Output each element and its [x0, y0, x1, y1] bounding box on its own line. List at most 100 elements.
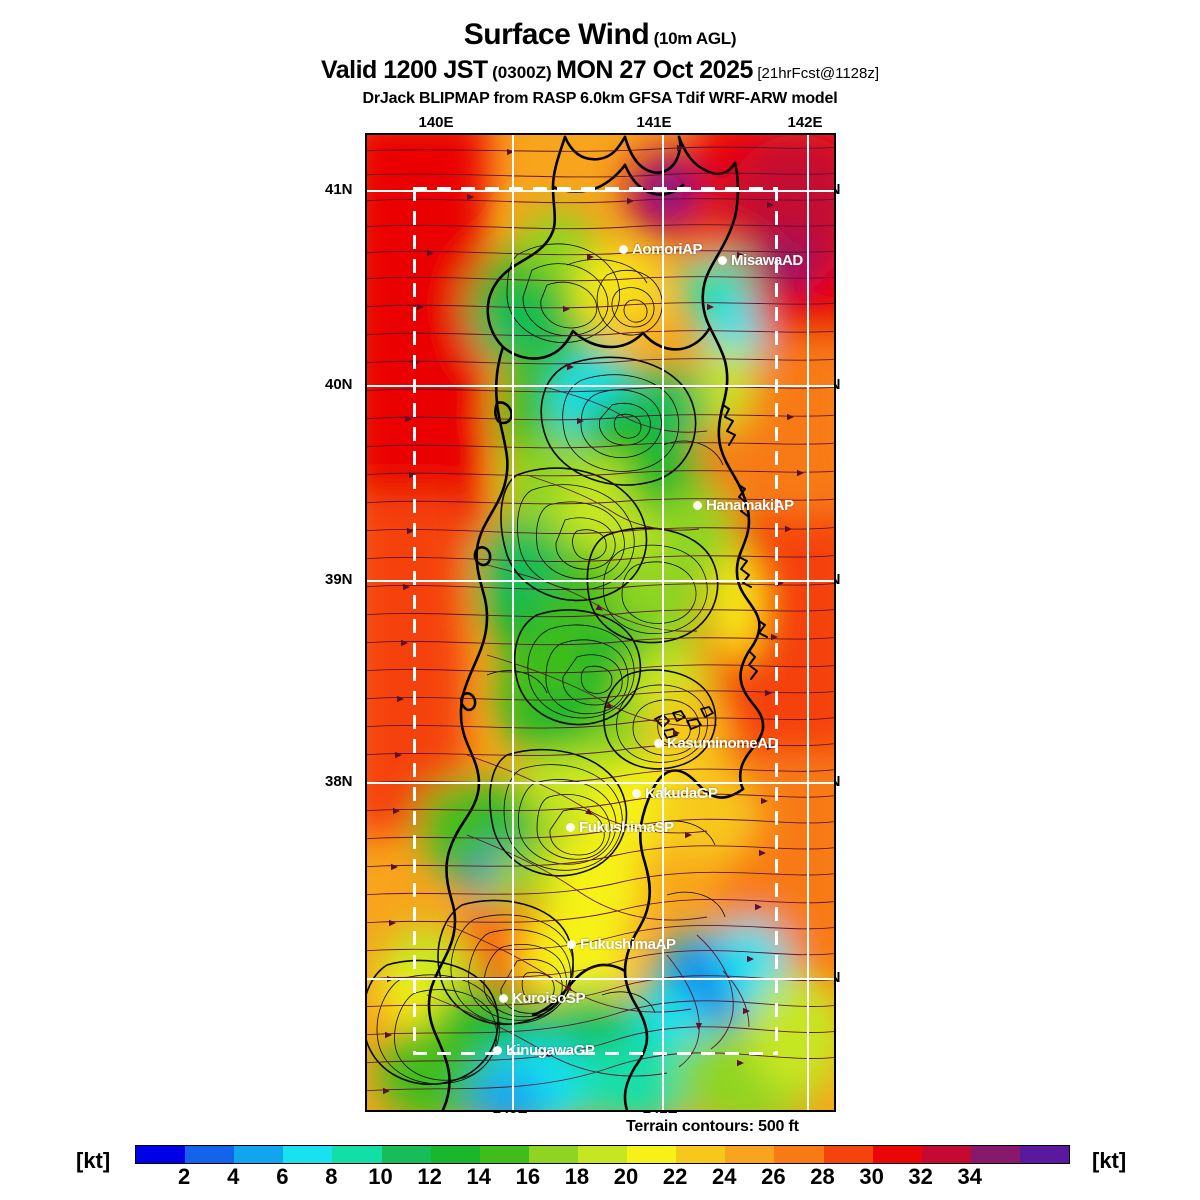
colorbar-segment — [430, 1146, 480, 1163]
colorbar-tick-labels: 2 4 6 8 10 12 14 16 18 20 22 24 26 28 30 32 34 — [135, 1164, 1068, 1190]
station-label: MisawaAD — [731, 252, 803, 269]
station-dot-icon — [494, 1047, 501, 1054]
axis-label-lon-top-2: 142E — [787, 114, 823, 131]
colorbar-tick: 4 — [227, 1164, 240, 1189]
station-marker[interactable]: FukushimaSP — [567, 819, 674, 836]
station-label: KakudaGP — [645, 785, 718, 802]
valid-date: MON 27 Oct 2025 — [556, 56, 753, 84]
weather-map[interactable]: 140E 141E 142E 140E 141E 41N 40N 39N 38N… — [325, 114, 841, 1117]
map-frame[interactable]: AomoriAP MisawaAD HanamakiAP KasuminomeAD Ka… — [365, 133, 836, 1112]
colorbar-segment — [332, 1146, 382, 1163]
gridline-lat-41n — [367, 190, 834, 192]
colorbar-tick: 22 — [662, 1164, 688, 1189]
station-marker[interactable]: MisawaAD — [719, 252, 803, 269]
axis-label-lat-left-1: 40N — [325, 376, 353, 393]
station-dot-icon — [719, 257, 726, 264]
gridline-lat-38n — [367, 782, 834, 784]
colorbar-segment — [823, 1146, 873, 1163]
colorbar-segment — [479, 1146, 529, 1163]
colorbar-segment — [234, 1146, 284, 1163]
terrain-contour-note: Terrain contours: 500 ft — [626, 1118, 799, 1135]
colorbar-tick: 32 — [908, 1164, 933, 1189]
gridline-lat-37n — [367, 978, 834, 980]
station-dot-icon — [568, 941, 575, 948]
colorbar-tick: 26 — [761, 1164, 786, 1189]
colorbar-tick: 14 — [466, 1164, 491, 1189]
colorbar-tick: 34 — [957, 1164, 983, 1189]
station-dot-icon — [655, 740, 662, 747]
colorbar-tick: 30 — [859, 1164, 884, 1189]
station-marker[interactable]: KakudaGP — [633, 785, 718, 802]
subdomain-box-bottom — [413, 1052, 777, 1055]
colorbar-segment — [872, 1146, 922, 1163]
colorbar-segment — [381, 1146, 431, 1163]
colorbar-tick: 8 — [325, 1164, 338, 1189]
axis-label-lat-left-2: 39N — [325, 571, 353, 588]
station-label: HanamakiAP — [706, 497, 794, 514]
model-source-line: DrJack BLIPMAP from RASP 6.0km GFSA Tdif… — [362, 90, 838, 107]
colorbar-segment — [970, 1146, 1020, 1163]
valid-time-utc: (0300Z) — [492, 63, 552, 82]
colorbar-tick: 10 — [368, 1164, 393, 1189]
axis-label-lon-top-0: 140E — [418, 114, 454, 131]
colorbar-legend: [kt] [kt] 2 4 6 8 10 12 14 16 18 20 22 24 26 28 30 32 34 — [0, 1140, 1200, 1200]
colorbar-segment — [283, 1146, 333, 1163]
page-title: Surface Wind — [463, 18, 650, 51]
gridline-lon-141e — [662, 135, 664, 1110]
wind-speed-field — [367, 135, 834, 1110]
colorbar-tick: 18 — [564, 1164, 590, 1189]
station-marker[interactable]: HanamakiAP — [694, 497, 794, 514]
colorbar-tick: 6 — [276, 1164, 289, 1189]
title-line: Surface Wind (10m AGL) — [0, 20, 1200, 50]
colorbar-tick: 12 — [417, 1164, 442, 1189]
colorbar-segment — [627, 1146, 677, 1163]
colorbar-tick: 2 — [177, 1164, 191, 1189]
station-dot-icon — [620, 246, 627, 253]
subdomain-box-left — [413, 187, 416, 1055]
colorbar-tick: 24 — [712, 1164, 737, 1189]
station-label: KasuminomeAD — [667, 735, 779, 752]
station-dot-icon — [633, 790, 640, 797]
station-marker[interactable]: KuroisoSP — [500, 990, 585, 1007]
colorbar-segment — [136, 1146, 186, 1163]
axis-label-lat-left-3: 38N — [325, 773, 353, 790]
station-label: FukushimaSP — [579, 819, 674, 836]
colorbar-segment — [185, 1146, 235, 1163]
station-dot-icon — [500, 995, 507, 1002]
page-subtitle: (10m AGL) — [653, 29, 737, 48]
station-marker[interactable]: KasuminomeAD — [655, 735, 778, 752]
station-label: KuroisoSP — [512, 990, 586, 1007]
station-dot-icon — [567, 824, 574, 831]
colorbar-unit-left: [kt] — [76, 1148, 111, 1173]
colorbar-tick: 20 — [613, 1164, 639, 1189]
colorbar-segment — [921, 1146, 971, 1163]
station-marker[interactable]: AomoriAP — [620, 241, 703, 258]
station-dot-icon — [694, 502, 701, 509]
axis-label-lon-top-1: 141E — [636, 114, 672, 131]
station-marker[interactable]: FukushimaAP — [568, 936, 676, 953]
colorbar-segment — [577, 1146, 628, 1163]
subdomain-box-right — [775, 187, 778, 1055]
colorbar-segment — [725, 1146, 775, 1163]
gridline-lat-39n — [367, 580, 834, 582]
colorbar-segment — [774, 1146, 824, 1163]
forecast-hour-badge: [21hrFcst@1128z] — [757, 65, 880, 82]
valid-time-line: Valid 1200 JST (0300Z) MON 27 Oct 2025 [… — [0, 58, 1200, 83]
station-marker[interactable]: KinugawaGP — [494, 1042, 595, 1059]
colorbar-tick: 16 — [515, 1164, 541, 1189]
colorbar-segment — [1019, 1146, 1070, 1163]
colorbar-tick: 28 — [810, 1164, 835, 1189]
streamline-arrows — [383, 144, 804, 1095]
wind-streamlines — [367, 146, 834, 1092]
chart-header: Surface Wind (10m AGL) Valid 1200 JST (0… — [0, 0, 1200, 110]
valid-time-local: Valid 1200 JST — [320, 56, 488, 84]
colorbar-segment — [676, 1146, 726, 1163]
colorbar-swatches[interactable] — [135, 1145, 1070, 1164]
colorbar-segment — [528, 1146, 578, 1163]
subdomain-box-top — [413, 187, 777, 190]
gridline-lon-140e — [512, 135, 514, 1110]
axis-label-lat-left-0: 41N — [325, 181, 353, 198]
station-label: KinugawaGP — [506, 1042, 595, 1059]
station-label: AomoriAP — [632, 241, 703, 258]
station-label: FukushimaAP — [580, 936, 676, 953]
